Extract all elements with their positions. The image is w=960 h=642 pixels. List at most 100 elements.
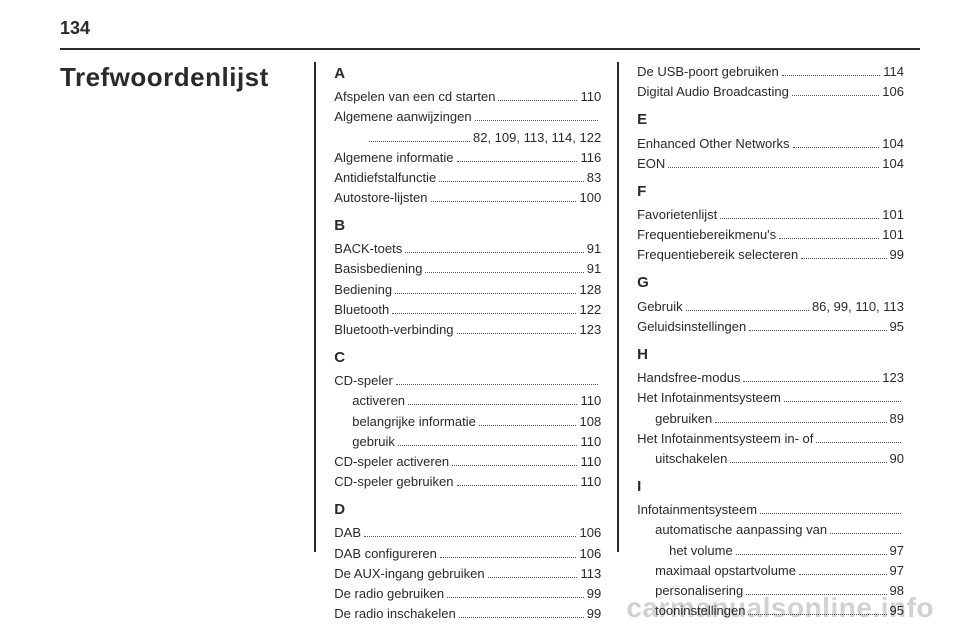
index-entry-label: Bluetooth-verbinding: [334, 320, 453, 340]
index-entry-label: belangrijke informatie: [352, 412, 476, 432]
leader-dots: [668, 167, 879, 168]
column-divider-1: [314, 62, 316, 552]
index-entry-label: Frequentiebereik selecteren: [637, 245, 798, 265]
index-entry-label: DAB: [334, 523, 361, 543]
index-entry-page: 123: [882, 368, 904, 388]
index-entry: automatische aanpassing van: [637, 520, 904, 540]
index-entry: EON104: [637, 154, 904, 174]
index-entry-label: Infotainmentsysteem: [637, 500, 757, 520]
index-entry-page: 114: [883, 62, 904, 82]
index-entry-page: 113: [580, 564, 601, 584]
leader-dots: [779, 238, 879, 239]
index-entry-label: Enhanced Other Networks: [637, 134, 789, 154]
leader-dots: [686, 310, 809, 311]
leader-dots: [760, 513, 901, 514]
index-entry-label: Geluidsinstellingen: [637, 317, 746, 337]
index-entry: De USB-poort gebruiken114: [637, 62, 904, 82]
index-entry-page: 99: [587, 604, 601, 624]
index-letter: D: [334, 498, 601, 521]
leader-dots: [792, 95, 879, 96]
index-entry-label: gebruik: [352, 432, 395, 452]
leader-dots: [439, 181, 584, 182]
index-entry: Afspelen van een cd starten 110: [334, 87, 601, 107]
index-entry-label: Algemene informatie: [334, 148, 453, 168]
leader-dots: [392, 313, 576, 314]
index-entry: BACK-toets91: [334, 239, 601, 259]
leader-dots: [784, 401, 901, 402]
index-entry-label: gebruiken: [655, 409, 712, 429]
leader-dots: [715, 422, 886, 423]
index-entry: Basisbediening91: [334, 259, 601, 279]
leader-dots: [830, 533, 901, 534]
leader-dots: [425, 272, 583, 273]
leader-dots: [396, 384, 598, 385]
index-entry: CD-speler: [334, 371, 601, 391]
index-entry: Bluetooth 122: [334, 300, 601, 320]
index-entry: De radio gebruiken99: [334, 584, 601, 604]
index-entry-label: De radio inschakelen: [334, 604, 455, 624]
index-entry-page: 110: [580, 87, 601, 107]
leader-dots: [447, 597, 584, 598]
index-entry-page: 128: [579, 280, 601, 300]
index-entry-page: 95: [890, 317, 904, 337]
index-entry-label: Afspelen van een cd starten: [334, 87, 495, 107]
index-entry-label: CD-speler: [334, 371, 393, 391]
index-entry-page: 110: [580, 391, 601, 411]
index-entry-label: Bediening: [334, 280, 392, 300]
index-entry-page: 99: [890, 245, 904, 265]
index-entry: Algemene informatie116: [334, 148, 601, 168]
index-entry-page: 90: [890, 449, 904, 469]
index-letter: E: [637, 108, 904, 131]
leader-dots: [408, 404, 577, 405]
index-entry: het volume97: [637, 541, 904, 561]
index-entry-page: 104: [882, 134, 904, 154]
index-entry-page: 86, 99, 110, 113: [812, 297, 904, 317]
index-entry-label: Handsfree-modus: [637, 368, 740, 388]
index-entry-label: De AUX-ingang gebruiken: [334, 564, 484, 584]
leader-dots: [749, 330, 886, 331]
index-entry-label: Digital Audio Broadcasting: [637, 82, 789, 102]
index-entry-label: automatische aanpassing van: [655, 520, 827, 540]
index-entry-label: Frequentiebereikmenu's: [637, 225, 776, 245]
index-entry-page: 91: [587, 259, 601, 279]
index-entry: DAB configureren106: [334, 544, 601, 564]
index-entry-page: 100: [579, 188, 601, 208]
watermark: carmanualsonline.info: [626, 592, 934, 624]
index-entry-label: Het Infotainmentsysteem: [637, 388, 781, 408]
top-rule: [60, 48, 920, 50]
index-entry-page: 110: [580, 472, 601, 492]
leader-dots: [488, 577, 578, 578]
index-entry: uitschakelen90: [637, 449, 904, 469]
leader-dots: [452, 465, 577, 466]
index-entry-page: 110: [580, 432, 601, 452]
index-entry-page: 82, 109, 113, 114, 122: [473, 128, 601, 148]
index-entry: gebruik 110: [334, 432, 601, 452]
index-entry-page: 123: [579, 320, 601, 340]
index-letter: I: [637, 475, 904, 498]
index-entry: Enhanced Other Networks 104: [637, 134, 904, 154]
index-entry-label: Algemene aanwijzingen: [334, 107, 471, 127]
index-entry-label: het volume: [669, 541, 733, 561]
leader-dots: [479, 425, 577, 426]
page-number: 134: [60, 18, 90, 39]
index-entry-page: 99: [587, 584, 601, 604]
index-entry: Het Infotainmentsysteem in- of: [637, 429, 904, 449]
index-entry-label: BACK-toets: [334, 239, 402, 259]
index-entry-page: 106: [579, 523, 601, 543]
leader-dots: [457, 485, 578, 486]
index-entry-label: Autostore-lijsten: [334, 188, 427, 208]
index-title: Trefwoordenlijst: [60, 62, 294, 93]
leader-dots: [782, 75, 881, 76]
leader-dots: [457, 161, 578, 162]
index-entry: maximaal opstartvolume97: [637, 561, 904, 581]
index-entry-label: CD-speler activeren: [334, 452, 449, 472]
index-entry-label: Bluetooth: [334, 300, 389, 320]
leader-dots: [440, 557, 577, 558]
index-entry: De radio inschakelen 99: [334, 604, 601, 624]
leader-dots: [801, 258, 886, 259]
leader-dots: [398, 445, 578, 446]
index-entry: Bediening 128: [334, 280, 601, 300]
index-entry-label: Gebruik: [637, 297, 683, 317]
leader-dots: [799, 574, 887, 575]
index-entry-page: 122: [579, 300, 601, 320]
